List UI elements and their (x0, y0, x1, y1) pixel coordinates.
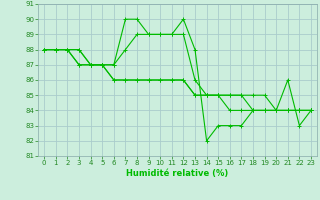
X-axis label: Humidité relative (%): Humidité relative (%) (126, 169, 229, 178)
